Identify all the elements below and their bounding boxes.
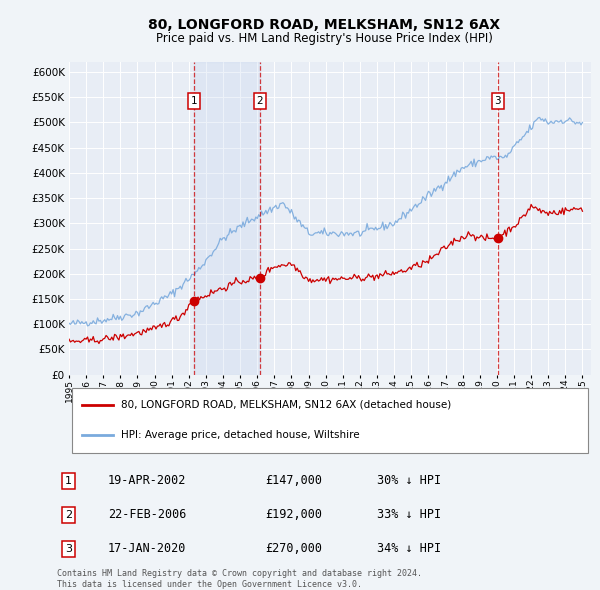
Text: 3: 3 [65,544,72,554]
FancyBboxPatch shape [71,388,589,453]
Text: 80, LONGFORD ROAD, MELKSHAM, SN12 6AX: 80, LONGFORD ROAD, MELKSHAM, SN12 6AX [148,18,500,32]
Text: 2: 2 [65,510,73,520]
Text: 34% ↓ HPI: 34% ↓ HPI [377,542,442,555]
Text: 33% ↓ HPI: 33% ↓ HPI [377,508,442,522]
Text: Contains HM Land Registry data © Crown copyright and database right 2024.
This d: Contains HM Land Registry data © Crown c… [57,569,422,589]
Text: 1: 1 [65,476,72,486]
Text: £270,000: £270,000 [265,542,322,555]
Text: £192,000: £192,000 [265,508,322,522]
Text: £147,000: £147,000 [265,474,322,487]
Text: 19-APR-2002: 19-APR-2002 [108,474,186,487]
Text: 22-FEB-2006: 22-FEB-2006 [108,508,186,522]
Text: 80, LONGFORD ROAD, MELKSHAM, SN12 6AX (detached house): 80, LONGFORD ROAD, MELKSHAM, SN12 6AX (d… [121,400,451,410]
Text: 1: 1 [190,96,197,106]
Text: 3: 3 [494,96,501,106]
Text: HPI: Average price, detached house, Wiltshire: HPI: Average price, detached house, Wilt… [121,430,360,440]
Bar [194,62,260,375]
Text: 17-JAN-2020: 17-JAN-2020 [108,542,186,555]
Text: 30% ↓ HPI: 30% ↓ HPI [377,474,442,487]
Text: Price paid vs. HM Land Registry's House Price Index (HPI): Price paid vs. HM Land Registry's House … [155,32,493,45]
Text: 2: 2 [256,96,263,106]
